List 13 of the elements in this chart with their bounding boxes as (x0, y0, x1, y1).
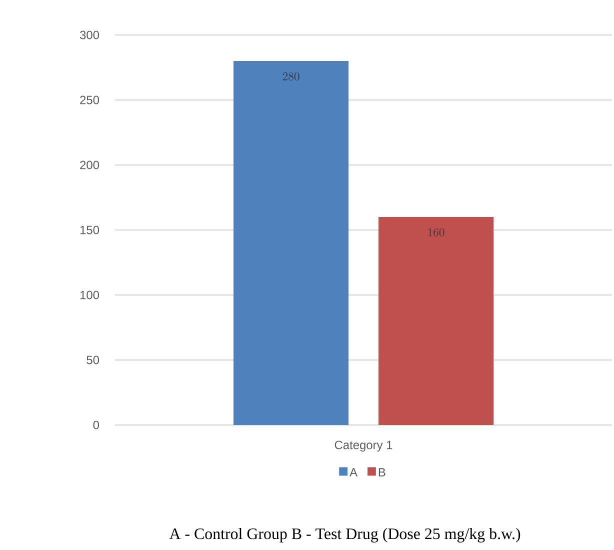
y-tick-label: 100 (80, 290, 100, 300)
data-label: 160 (428, 228, 444, 236)
y-tick-label: 150 (80, 226, 100, 234)
legend-label: B (378, 468, 386, 476)
y-tick-label: 200 (80, 160, 100, 170)
data-label: 280 (282, 72, 300, 80)
y-tick-label: 50 (86, 356, 100, 364)
y-tick-label: 0 (93, 420, 100, 430)
y-tick-label: 300 (80, 30, 100, 40)
text: A - Control Group B - Test Drug (Dose 25 mg/kg b.w.) (169, 528, 520, 542)
y-tick-label: 250 (80, 96, 100, 104)
x-tick-label: Category 1 (334, 440, 392, 452)
legend-label: A (350, 468, 358, 476)
